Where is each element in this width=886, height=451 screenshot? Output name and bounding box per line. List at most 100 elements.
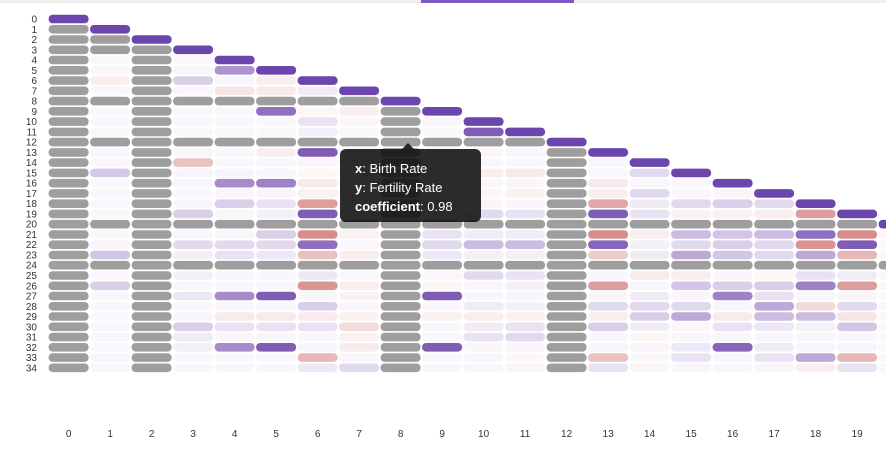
heatmap-cell[interactable]	[48, 302, 89, 311]
heatmap-cell[interactable]	[422, 353, 463, 362]
heatmap-cell[interactable]	[297, 107, 338, 116]
heatmap-cell[interactable]	[256, 219, 297, 229]
heatmap-cell[interactable]	[90, 250, 131, 260]
heatmap-cell[interactable]	[671, 250, 712, 260]
heatmap-cell[interactable]	[339, 117, 380, 126]
heatmap-cell[interactable]	[671, 260, 712, 270]
heatmap-cell[interactable]	[754, 312, 795, 321]
heatmap-cell[interactable]	[339, 137, 380, 147]
heatmap-cell[interactable]	[131, 302, 172, 311]
heatmap-cell[interactable]	[795, 353, 836, 362]
heatmap-cell[interactable]	[90, 96, 131, 106]
heatmap-cell[interactable]	[629, 230, 670, 239]
heatmap-cell[interactable]	[754, 219, 795, 229]
heatmap-cell[interactable]	[712, 363, 753, 373]
heatmap-cell[interactable]	[546, 343, 587, 352]
heatmap-cell[interactable]	[173, 353, 214, 362]
heatmap-cell[interactable]	[422, 117, 463, 126]
heatmap-cell[interactable]	[48, 25, 89, 34]
heatmap-cell[interactable]	[546, 158, 587, 167]
heatmap-cell[interactable]	[297, 158, 338, 167]
heatmap-cell[interactable]	[297, 86, 338, 96]
heatmap-cell[interactable]	[422, 291, 463, 301]
heatmap-cell[interactable]	[754, 240, 795, 249]
heatmap-cell[interactable]	[256, 322, 297, 332]
heatmap-cell[interactable]	[48, 178, 89, 188]
heatmap-cell[interactable]	[837, 271, 878, 280]
heatmap-cell[interactable]	[712, 260, 753, 270]
heatmap-cell[interactable]	[795, 363, 836, 373]
heatmap-cell[interactable]	[90, 55, 131, 65]
heatmap-diagonal-cell[interactable]	[588, 148, 629, 157]
heatmap-cell[interactable]	[588, 250, 629, 260]
heatmap-cell[interactable]	[256, 117, 297, 126]
heatmap-diagonal-cell[interactable]	[214, 55, 255, 65]
heatmap-cell[interactable]	[588, 281, 629, 291]
heatmap-cell[interactable]	[173, 363, 214, 373]
heatmap-cell[interactable]	[712, 271, 753, 280]
heatmap-cell[interactable]	[131, 137, 172, 147]
heatmap-cell[interactable]	[712, 189, 753, 198]
heatmap-cell[interactable]	[795, 281, 836, 291]
heatmap-cell[interactable]	[173, 199, 214, 208]
heatmap-cell[interactable]	[173, 107, 214, 116]
heatmap-cell[interactable]	[588, 312, 629, 321]
heatmap-cell[interactable]	[48, 260, 89, 270]
heatmap-cell[interactable]	[754, 291, 795, 301]
heatmap-cell[interactable]	[173, 168, 214, 178]
heatmap-cell[interactable]	[546, 189, 587, 198]
heatmap-cell[interactable]	[380, 107, 421, 116]
heatmap-cell[interactable]	[505, 137, 546, 147]
heatmap-cell[interactable]	[214, 240, 255, 249]
heatmap-cell[interactable]	[754, 281, 795, 291]
heatmap-cell[interactable]	[629, 291, 670, 301]
heatmap-cell[interactable]	[463, 332, 504, 342]
heatmap-cell[interactable]	[131, 86, 172, 96]
heatmap-cell[interactable]	[837, 302, 878, 311]
heatmap-cell[interactable]	[878, 363, 886, 373]
heatmap-cell[interactable]	[131, 291, 172, 301]
heatmap-cell[interactable]	[173, 117, 214, 126]
heatmap-cell[interactable]	[380, 363, 421, 373]
heatmap-cell[interactable]	[380, 281, 421, 291]
heatmap-cell[interactable]	[422, 240, 463, 249]
heatmap-cell[interactable]	[671, 353, 712, 362]
heatmap-cell[interactable]	[671, 281, 712, 291]
heatmap-cell[interactable]	[505, 199, 546, 208]
heatmap-cell[interactable]	[339, 271, 380, 280]
heatmap-cell[interactable]	[795, 322, 836, 332]
heatmap-cell[interactable]	[505, 271, 546, 280]
heatmap-cell[interactable]	[90, 178, 131, 188]
heatmap-cell[interactable]	[837, 363, 878, 373]
heatmap-cell[interactable]	[795, 250, 836, 260]
heatmap-cell[interactable]	[90, 281, 131, 291]
heatmap-cell[interactable]	[422, 137, 463, 147]
heatmap-cell[interactable]	[214, 117, 255, 126]
heatmap-cell[interactable]	[214, 107, 255, 116]
heatmap-cell[interactable]	[380, 322, 421, 332]
heatmap-cell[interactable]	[214, 322, 255, 332]
heatmap-cell[interactable]	[505, 363, 546, 373]
heatmap-cell[interactable]	[256, 148, 297, 157]
heatmap-cell[interactable]	[380, 240, 421, 249]
heatmap-cell[interactable]	[422, 230, 463, 239]
heatmap-cell[interactable]	[297, 209, 338, 219]
heatmap-cell[interactable]	[505, 250, 546, 260]
heatmap-cell[interactable]	[712, 230, 753, 239]
heatmap-cell[interactable]	[463, 137, 504, 147]
heatmap-cell[interactable]	[795, 230, 836, 239]
heatmap-diagonal-cell[interactable]	[754, 189, 795, 198]
heatmap-cell[interactable]	[629, 209, 670, 219]
heatmap-cell[interactable]	[256, 199, 297, 208]
heatmap-cell[interactable]	[173, 66, 214, 75]
heatmap-cell[interactable]	[463, 343, 504, 352]
heatmap-cell[interactable]	[422, 260, 463, 270]
heatmap-cell[interactable]	[754, 209, 795, 219]
heatmap-cell[interactable]	[297, 291, 338, 301]
heatmap-cell[interactable]	[546, 322, 587, 332]
heatmap-cell[interactable]	[90, 312, 131, 321]
heatmap-cell[interactable]	[837, 281, 878, 291]
heatmap-cell[interactable]	[837, 322, 878, 332]
heatmap-diagonal-cell[interactable]	[795, 199, 836, 208]
heatmap-cell[interactable]	[256, 353, 297, 362]
